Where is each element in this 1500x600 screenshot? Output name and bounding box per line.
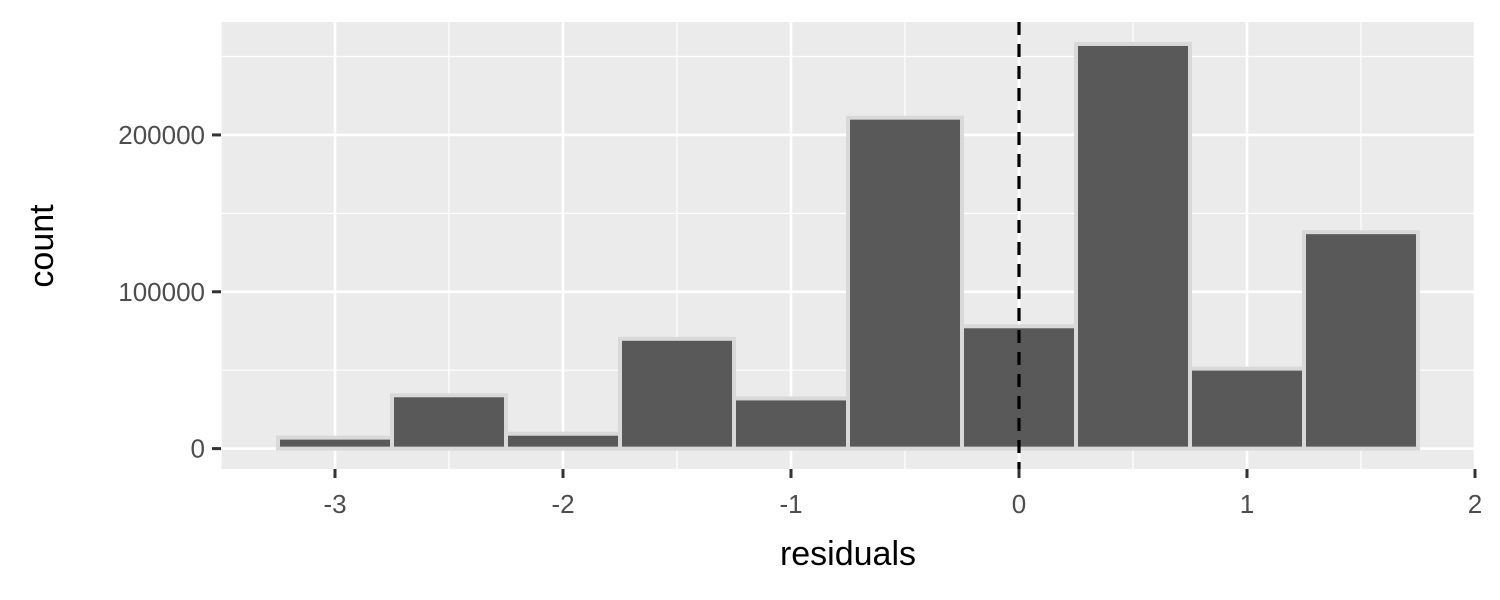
histogram-bar	[618, 336, 736, 451]
x-tick-label: -2	[551, 489, 574, 519]
y-axis-title: count	[23, 204, 61, 288]
y-tick-label: 200000	[118, 120, 205, 150]
x-tick-label: -3	[323, 489, 346, 519]
y-tick-label: 0	[191, 434, 205, 464]
histogram-bar	[1188, 366, 1306, 451]
x-tick-label: 2	[1468, 489, 1482, 519]
histogram-bar	[732, 396, 850, 451]
x-tick-label: 0	[1012, 489, 1026, 519]
x-tick-label: 1	[1240, 489, 1254, 519]
y-tick-label: 100000	[118, 277, 205, 307]
x-tick-label: -1	[779, 489, 802, 519]
histogram-bar	[1074, 41, 1192, 451]
histogram-bar	[390, 393, 508, 451]
axis-ticks	[212, 133, 1477, 478]
histogram-bar	[504, 431, 622, 451]
y-axis-tick-labels: 0 100000 200000	[118, 120, 205, 464]
histogram-bar	[846, 115, 964, 451]
histogram-bar	[1302, 230, 1420, 451]
x-axis-tick-labels: -3 -2 -1 0 1 2	[323, 489, 1482, 519]
x-axis-title: residuals	[780, 535, 916, 573]
histogram-bar	[276, 435, 394, 451]
